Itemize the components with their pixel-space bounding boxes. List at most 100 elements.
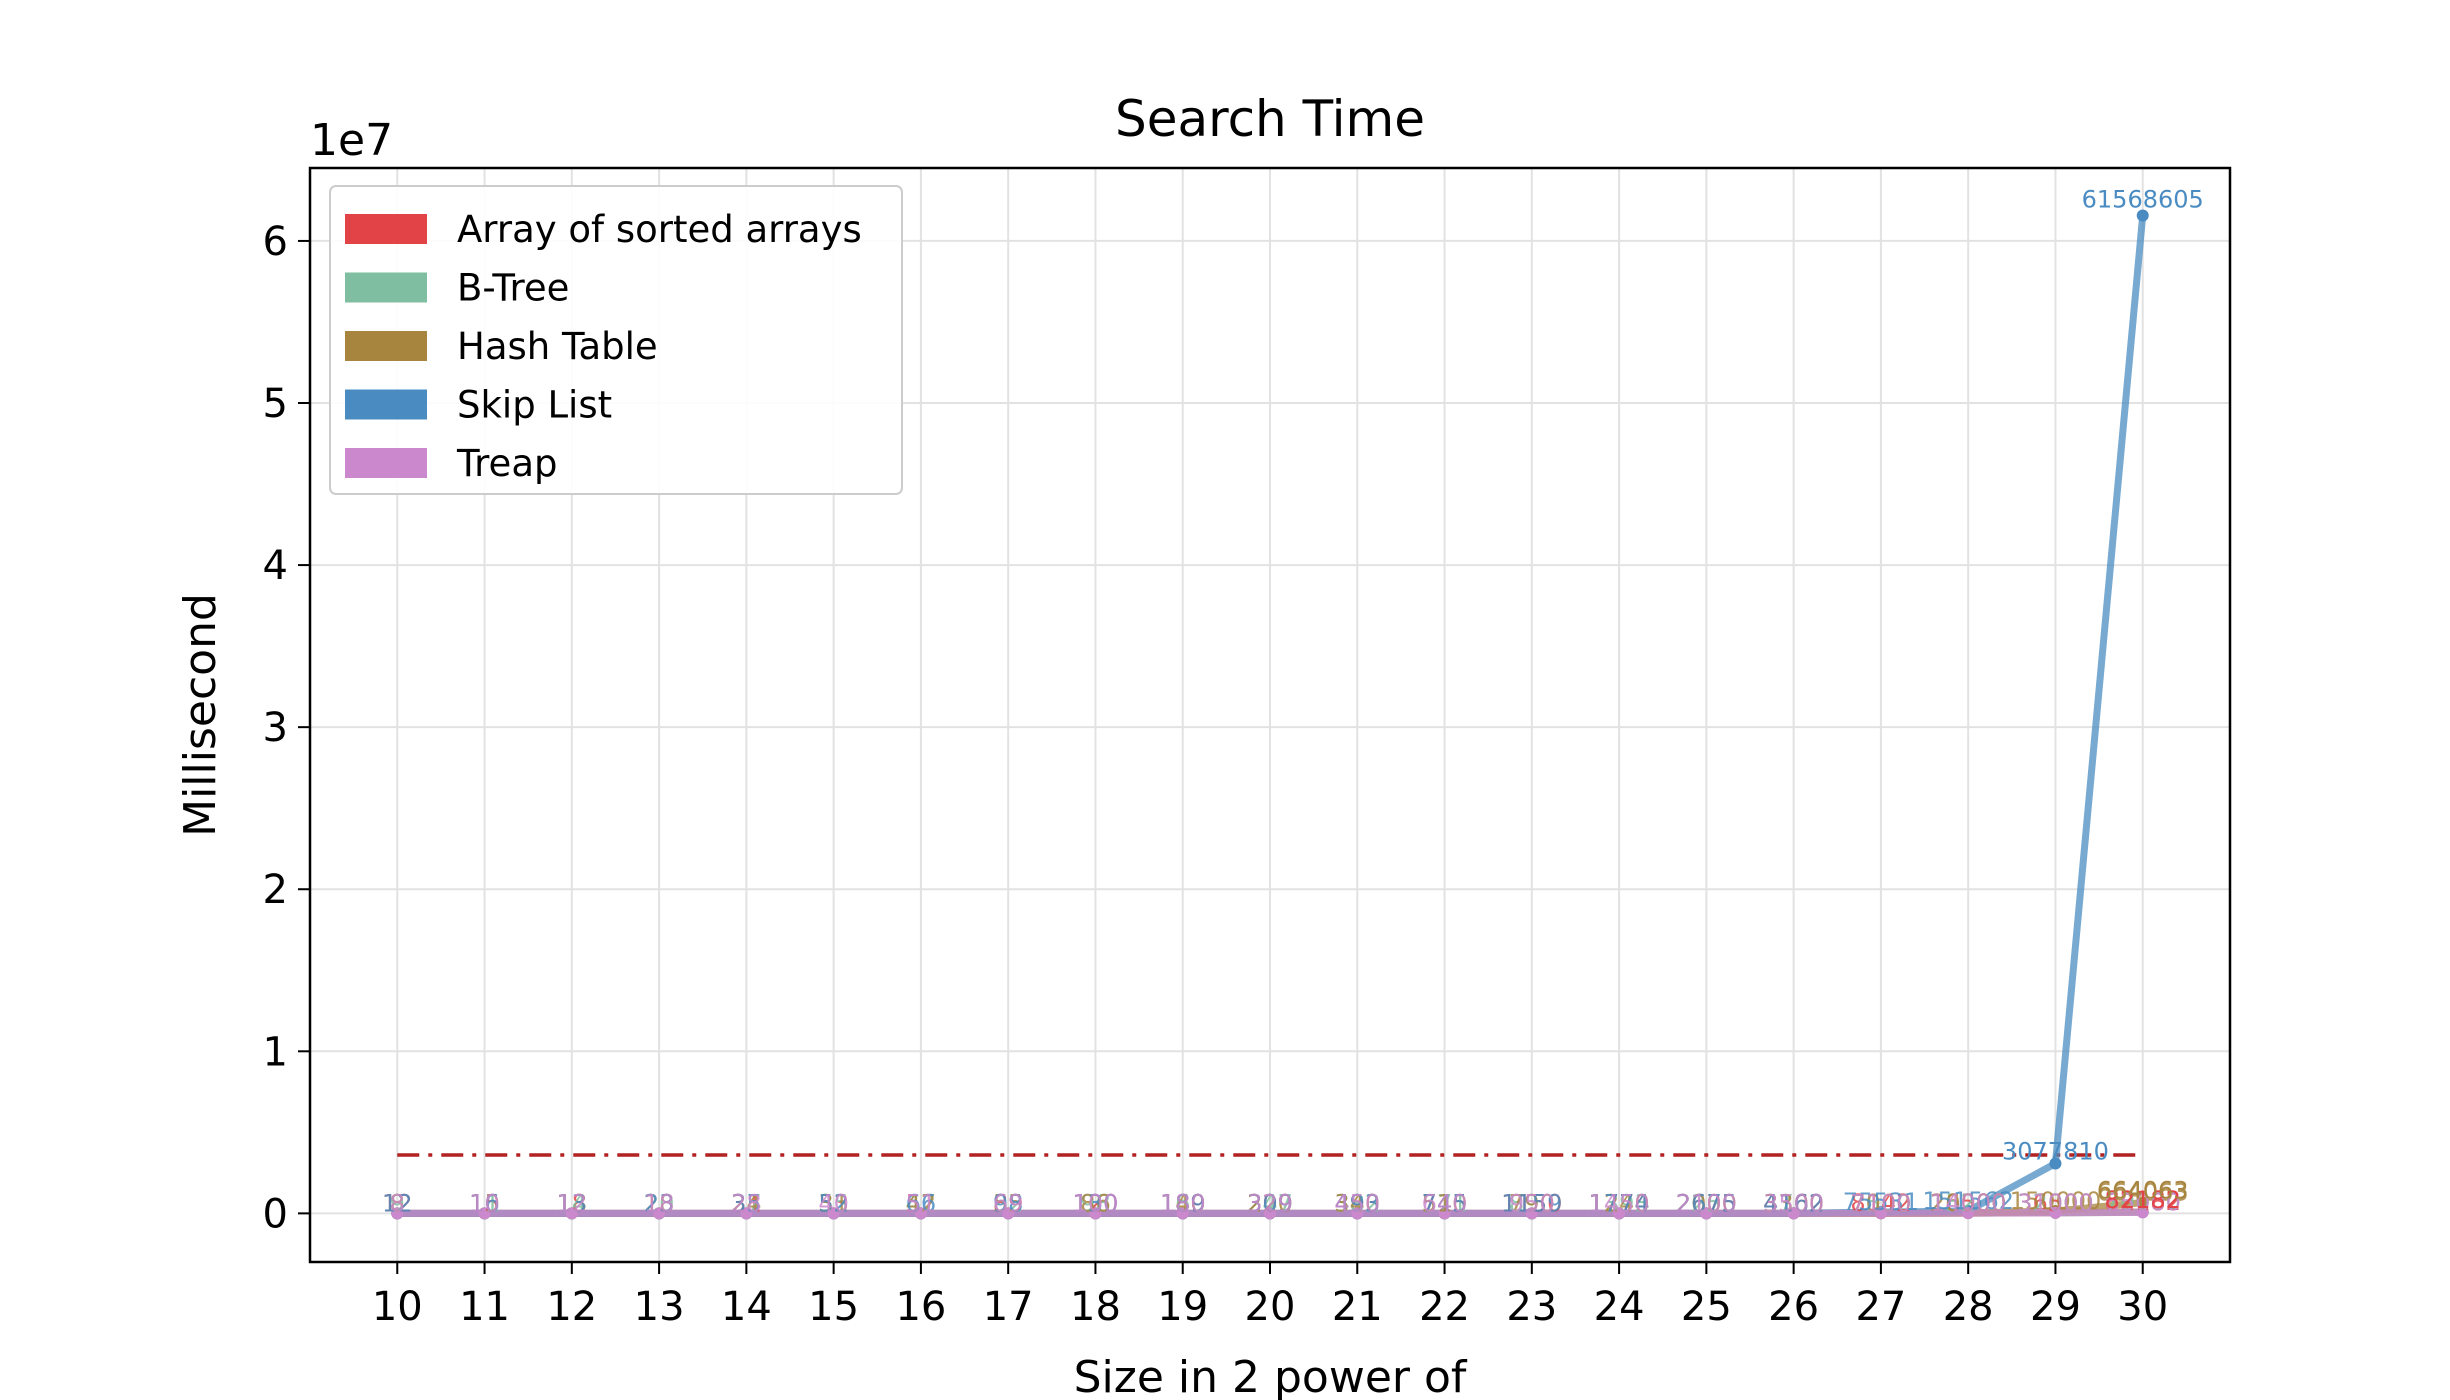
data-label: 571: [1422, 1189, 1468, 1217]
legend-swatch: [345, 448, 427, 478]
data-label: 493: [1334, 1189, 1380, 1217]
x-tick-label: 16: [895, 1284, 946, 1330]
x-tick-label: 13: [634, 1284, 685, 1330]
x-tick-label: 30: [2117, 1284, 2168, 1330]
data-label: 10: [469, 1189, 500, 1217]
data-label: 745: [1422, 1189, 1468, 1217]
data-label: 120: [1073, 1189, 1119, 1217]
legend: Array of sorted arrays B-Tree Hash Table Sk…: [329, 185, 903, 495]
x-tick-label: 12: [546, 1284, 597, 1330]
data-label: 14000: [1930, 1189, 2006, 1217]
data-label: 61568605: [2082, 186, 2204, 214]
data-label: 13: [557, 1189, 588, 1217]
data-point: [2049, 1206, 2062, 1219]
legend-label: Treap: [456, 442, 558, 485]
x-tick-label: 11: [459, 1284, 510, 1330]
y-tick-label: 1: [263, 1029, 288, 1075]
data-label: 3300: [1763, 1189, 1824, 1217]
plot-frame: [308, 166, 2232, 1264]
legend-swatch: [345, 214, 427, 244]
data-point: [1264, 1207, 1276, 1220]
x-axis-label: Size in 2 power of: [1074, 1352, 1468, 1400]
data-label: 1393: [1589, 1189, 1650, 1217]
data-point: [1962, 1207, 1975, 1220]
data-point: [1438, 1207, 1451, 1220]
data-point: [1089, 1207, 1102, 1220]
data-label: 130: [1073, 1189, 1119, 1217]
x-tick-label: 25: [1681, 1284, 1732, 1330]
chart-title: Search Time: [1115, 90, 1425, 148]
data-label: 220: [1247, 1189, 1293, 1217]
data-label: 12: [557, 1189, 588, 1217]
data-label: 151562: [1922, 1187, 2014, 1215]
data-label: 14: [557, 1189, 588, 1217]
data-label: 12: [382, 1189, 413, 1217]
x-axis-ticks: 10 11 12 13 14 15 16 17 18 19 20 21 22 23 24 25 26 27 28 29…: [372, 1262, 2168, 1330]
x-tick-label: 18: [1070, 1284, 1121, 1330]
point-labels: 12 15 18 23 31 53 57 89 120 189 309 493 745 1150 1774 2…: [382, 186, 2204, 1218]
data-label: 89: [993, 1189, 1024, 1217]
x-tick-label: 17: [983, 1284, 1034, 1330]
data-label: 18: [557, 1189, 588, 1217]
data-label: 15200: [1930, 1189, 2006, 1217]
data-point: [565, 1207, 578, 1220]
data-label: 31: [818, 1189, 849, 1217]
data-point: [478, 1207, 491, 1220]
data-label: 3500: [1763, 1189, 1824, 1217]
data-label: 493: [1334, 1189, 1380, 1217]
data-point: [2136, 1206, 2149, 1219]
y-axis-offset-label: 1e7: [310, 115, 393, 166]
data-point: [2136, 209, 2149, 222]
data-label: 98: [1080, 1189, 1111, 1217]
data-label: 52: [818, 1189, 849, 1217]
data-label: 309: [1247, 1189, 1293, 1217]
data-label: 24: [731, 1189, 762, 1217]
data-label: 8142: [1850, 1189, 1911, 1217]
data-label: 20: [644, 1189, 675, 1217]
data-point: [653, 1207, 666, 1220]
data-point: [740, 1207, 753, 1220]
data-label: 3077810: [2002, 1137, 2109, 1165]
data-label: 4162: [1763, 1189, 1824, 1217]
legend-label: Skip List: [457, 384, 612, 427]
data-label: 98: [993, 1189, 1024, 1217]
data-label: 23: [644, 1189, 675, 1217]
data-label: 82182: [2105, 1188, 2181, 1216]
data-label: 86: [1080, 1189, 1111, 1217]
data-label: 42: [906, 1189, 937, 1217]
data-label: 23: [644, 1189, 675, 1217]
data-label: 28: [731, 1189, 762, 1217]
data-label: 70000: [2105, 1188, 2181, 1216]
y-tick-label: 2: [263, 867, 288, 913]
data-label: 40: [818, 1189, 849, 1217]
data-label: 10: [469, 1189, 500, 1217]
data-point: [1874, 1207, 1887, 1220]
x-tick-label: 29: [2030, 1284, 2081, 1330]
data-label: 16: [469, 1189, 500, 1217]
x-tick-label: 26: [1768, 1284, 1819, 1330]
y-tick-label: 0: [263, 1191, 288, 1237]
x-tick-label: 28: [1943, 1284, 1994, 1330]
data-label: 47: [906, 1189, 937, 1217]
data-point: [827, 1207, 840, 1220]
x-tick-label: 19: [1157, 1284, 1208, 1330]
data-label: 62: [993, 1189, 1024, 1217]
data-point: [914, 1207, 927, 1220]
data-label: 69: [993, 1189, 1024, 1217]
series-treap: [391, 1206, 2149, 1220]
data-point: [391, 1207, 404, 1220]
data-label: 160: [1160, 1189, 1206, 1217]
data-label: 75531: [1843, 1188, 1919, 1216]
data-label: 57: [906, 1189, 937, 1217]
data-label: 790: [1509, 1189, 1555, 1217]
data-label: 510: [1422, 1189, 1468, 1217]
data-label: 1240: [1589, 1189, 1650, 1217]
data-label: 82182: [2105, 1186, 2181, 1214]
data-label: 7500: [1850, 1189, 1911, 1217]
data-label: 950: [1509, 1189, 1555, 1217]
y-tick-label: 4: [263, 543, 288, 589]
data-label: 35: [818, 1189, 849, 1217]
x-tick-label: 23: [1506, 1284, 1557, 1330]
